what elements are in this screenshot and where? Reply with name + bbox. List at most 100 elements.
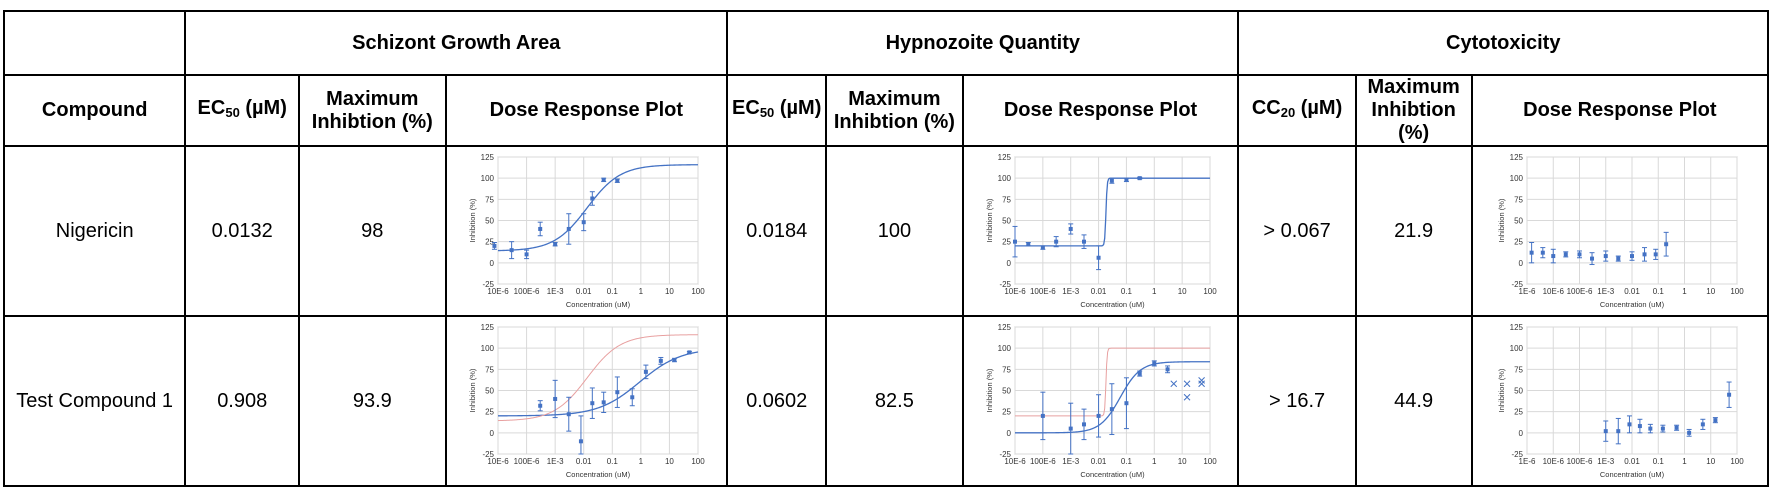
data-point — [1603, 429, 1608, 434]
y-tick-label: 25 — [1514, 408, 1523, 417]
header-cyto-cc20: CC20 (µM) — [1237, 74, 1357, 147]
data-point — [579, 439, 584, 444]
max-inhibition-line1: Maximum — [848, 87, 941, 110]
data-point — [567, 226, 572, 231]
y-tick-label: 75 — [1514, 365, 1523, 374]
x-tick-label: 1E-3 — [1062, 287, 1079, 296]
data-point — [1040, 245, 1045, 250]
x-tick-label: 10E-6 — [488, 457, 510, 466]
data-point — [1627, 422, 1632, 427]
data-point — [659, 358, 664, 363]
table-row: Test Compound 1 0.908 93.9 -25 0 25 50 75 100… — [2, 315, 1770, 487]
x-tick-label: 0.1 — [607, 287, 619, 296]
dose-response-chart: -25 0 25 50 75 100 125 10E-6 100E-6 1E-3 0.01 0.1 1 1… — [985, 323, 1217, 479]
y-tick-label: 125 — [998, 153, 1012, 162]
cyto-cc20-value: > 0.067 — [1237, 145, 1357, 317]
schizont-plot-cell: -25 0 25 50 75 100 125 10E-6 100E-6 1E-3 0.01 0.1 1 1… — [444, 315, 729, 487]
data-point — [1726, 392, 1731, 397]
cyto-plot-cell: -25 0 25 50 75 100 125 1E-6 10E-6 100E-6 1E-3 0.01 0… — [1470, 145, 1770, 317]
excluded-point — [1198, 380, 1205, 388]
cc20-subscript: 20 — [1280, 105, 1296, 120]
y-tick-label: 125 — [1509, 323, 1523, 332]
x-tick-label: 0.1 — [1121, 287, 1133, 296]
y-tick-label: 50 — [1514, 217, 1523, 226]
y-tick-label: 100 — [1509, 174, 1523, 183]
y-tick-label: 75 — [1002, 365, 1011, 374]
reference-curve — [498, 334, 699, 422]
hypno-ec50-value: 0.0184 — [726, 145, 828, 317]
data-point — [1563, 252, 1568, 257]
data-point — [1642, 252, 1647, 257]
header-schizont-max: Maximum Inhibtion (%) — [298, 74, 447, 147]
x-tick-label: 0.01 — [576, 457, 592, 466]
x-tick-label: 10 — [665, 287, 674, 296]
data-point — [1700, 422, 1705, 427]
x-tick-label: 100 — [1203, 287, 1217, 296]
compound-name: Test Compound 1 — [2, 315, 187, 487]
x-tick-label: 1 — [639, 287, 644, 296]
y-tick-label: -25 — [483, 450, 495, 459]
y-tick-label: 0 — [1518, 429, 1523, 438]
data-point — [1109, 178, 1114, 183]
y-tick-label: 25 — [485, 238, 494, 247]
header-schizont-plot: Dose Response Plot — [444, 74, 729, 147]
max-inhibition-line2: Inhibtion (%) — [1371, 99, 1456, 144]
x-tick-label: 10E-6 — [1542, 287, 1564, 296]
data-point — [538, 226, 543, 231]
y-tick-label: 100 — [1509, 344, 1523, 353]
x-tick-label: 10E-6 — [488, 287, 510, 296]
data-point — [1068, 226, 1073, 231]
y-axis-label: Inhibition (%) — [1497, 198, 1506, 242]
data-point — [524, 252, 529, 257]
data-point — [687, 350, 692, 355]
x-tick-label: 0.1 — [1653, 287, 1665, 296]
results-table: Schizont Growth Area Hypnozoite Quantity… — [2, 10, 1770, 487]
data-point — [644, 369, 649, 374]
y-tick-label: 75 — [1514, 195, 1523, 204]
dose-response-chart: -25 0 25 50 75 100 125 10E-6 100E-6 1E-3 0.01 0.1 1 1… — [985, 153, 1217, 309]
data-point — [1152, 361, 1157, 366]
dose-response-chart: -25 0 25 50 75 100 125 10E-6 100E-6 1E-3 0.01 0.1 1 1… — [468, 323, 705, 479]
fit-curve — [498, 351, 699, 417]
data-point — [1589, 256, 1594, 261]
y-tick-label: -25 — [1511, 280, 1523, 289]
ec50-subscript: 50 — [225, 105, 240, 120]
y-tick-label: 25 — [1002, 408, 1011, 417]
y-axis-label: Inhibition (%) — [985, 368, 994, 412]
data-point — [1054, 239, 1059, 244]
y-tick-label: 125 — [1509, 153, 1523, 162]
x-axis-label: Concentration (uM) — [1080, 300, 1145, 309]
data-point — [582, 220, 587, 225]
dose-response-label: Dose Response Plot — [1003, 99, 1198, 121]
x-tick-label: 0.01 — [576, 287, 592, 296]
header-hypno-max: Maximum Inhibtion (%) — [825, 74, 964, 147]
x-tick-label: 10 — [1178, 287, 1187, 296]
cc20-label: CC — [1251, 97, 1281, 119]
y-tick-label: 100 — [481, 174, 495, 183]
hypno-max-value: 82.5 — [825, 315, 964, 487]
excluded-marker-stroke — [1183, 380, 1191, 388]
data-point — [1082, 422, 1087, 427]
y-tick-label: -25 — [999, 450, 1011, 459]
y-axis-label: Inhibition (%) — [468, 368, 477, 412]
y-tick-label: 0 — [490, 429, 495, 438]
ec50-label: EC — [732, 97, 760, 119]
x-tick-label: 100 — [692, 287, 706, 296]
dose-response-label: Dose Response Plot — [1523, 99, 1717, 121]
data-point — [1137, 371, 1142, 376]
max-inhibition-line2: Inhibtion (%) — [833, 110, 955, 133]
y-axis-label: Inhibition (%) — [1497, 368, 1506, 412]
x-tick-label: 1 — [1682, 287, 1687, 296]
y-tick-label: 50 — [485, 217, 494, 226]
unit-label: (µM) — [245, 97, 287, 119]
x-tick-label: 10E-6 — [1542, 457, 1564, 466]
data-point — [567, 412, 572, 417]
header-compound-label: Compound — [41, 99, 148, 121]
x-tick-label: 100 — [1203, 457, 1217, 466]
fit-curve — [498, 164, 699, 252]
x-tick-label: 1E-6 — [1518, 457, 1535, 466]
hypno-max-value: 100 — [825, 145, 964, 317]
data-point — [1068, 426, 1073, 431]
header-hypno-plot: Dose Response Plot — [961, 74, 1240, 147]
dose-response-chart: -25 0 25 50 75 100 125 1E-6 10E-6 100E-6 1E-3 0.01 0… — [1497, 323, 1744, 479]
